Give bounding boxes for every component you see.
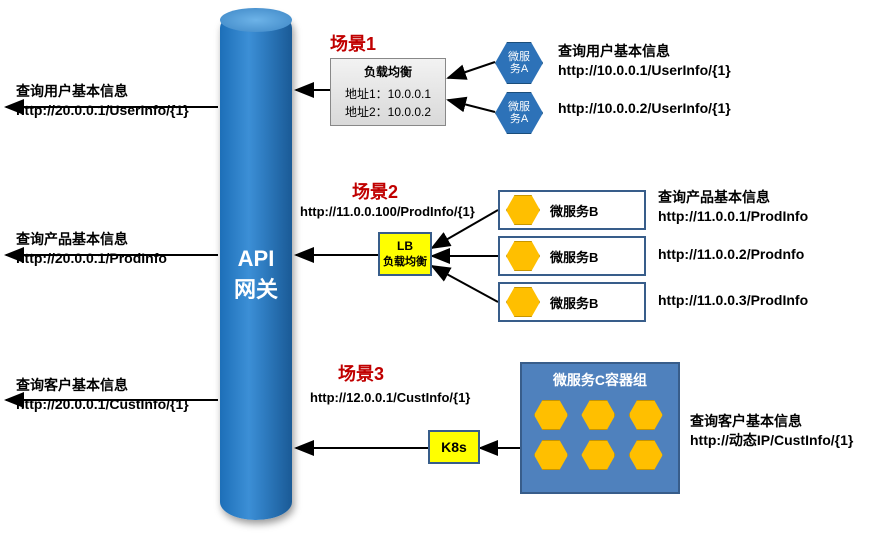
- scenario3-right-desc: 查询客户基本信息: [690, 412, 853, 431]
- ext-customer-desc: 查询客户基本信息: [16, 376, 189, 395]
- scenario3-container-grid: [522, 390, 678, 482]
- scenario2-right: 查询产品基本信息 http://11.0.0.1/ProdInfo: [658, 188, 808, 226]
- ext-user-url: http://20.0.0.1/UserInfo/{1}: [16, 101, 189, 120]
- scenario1-title: 场景1: [330, 30, 376, 56]
- gateway-label-line2: 网关: [220, 272, 292, 304]
- hex-icon: [534, 440, 568, 470]
- hex-icon: [506, 287, 540, 317]
- scenario1-lb-title: 负载均衡: [337, 63, 439, 81]
- scenario1-lb-box: 负载均衡 地址1：10.0.0.1 地址2：10.0.0.2: [330, 58, 446, 126]
- hex-icon: [629, 400, 663, 430]
- scenario2-title: 场景2: [352, 178, 398, 204]
- hex-icon: [581, 400, 615, 430]
- scenario2-svcB-2: 微服务B: [498, 236, 646, 276]
- scenario3-container-group: 微服务C容器组: [520, 362, 680, 494]
- scenario2-right-url1: http://11.0.0.1/ProdInfo: [658, 207, 808, 226]
- scenario2-mid-url: http://11.0.0.100/ProdInfo/{1}: [300, 204, 475, 219]
- scenario1-lb-addr1: 地址1：10.0.0.1: [337, 85, 439, 103]
- ext-product-desc: 查询产品基本信息: [16, 230, 167, 249]
- scenario1-lb-addr2: 地址2：10.0.0.2: [337, 103, 439, 121]
- scenario3-right: 查询客户基本信息 http://动态IP/CustInfo/{1}: [690, 412, 853, 450]
- scenario2-right-url2: http://11.0.0.2/Prodnfo: [658, 246, 804, 262]
- scenario1-right-desc: 查询用户基本信息: [558, 42, 731, 61]
- scenario2-lb: LB 负载均衡: [378, 232, 432, 276]
- hex-icon: [629, 440, 663, 470]
- scenario2-svcB-1: 微服务B: [498, 190, 646, 230]
- scenario2-lb-line1: LB: [397, 239, 413, 253]
- scenario3-title: 场景3: [338, 360, 384, 386]
- hex-icon: [581, 440, 615, 470]
- gateway-label-line1: API: [220, 246, 292, 272]
- ext-user-desc: 查询用户基本信息: [16, 82, 189, 101]
- ext-product-block: 查询产品基本信息 http://20.0.0.1/ProdInfo: [16, 230, 167, 268]
- scenario3-k8s: K8s: [428, 430, 480, 464]
- scenario2-svcB-3: 微服务B: [498, 282, 646, 322]
- hex-icon: [534, 400, 568, 430]
- scenario2-right-url3: http://11.0.0.3/ProdInfo: [658, 292, 808, 308]
- scenario3-right-url: http://动态IP/CustInfo/{1}: [690, 431, 853, 450]
- scenario3-mid-url: http://12.0.0.1/CustInfo/{1}: [310, 390, 470, 405]
- scenario2-lb-line2: 负载均衡: [383, 253, 427, 269]
- scenario3-container-title: 微服务C容器组: [522, 370, 678, 390]
- gateway-label: API 网关: [220, 246, 292, 304]
- scenario1-right-block: 查询用户基本信息 http://10.0.0.1/UserInfo/{1}: [558, 42, 731, 80]
- scenario1-svcA-2: 微服务A: [495, 92, 543, 134]
- hex-icon: [506, 241, 540, 271]
- ext-product-url: http://20.0.0.1/ProdInfo: [16, 249, 167, 268]
- hex-icon: [506, 195, 540, 225]
- ext-customer-block: 查询客户基本信息 http://20.0.0.1/CustInfo/{1}: [16, 376, 189, 414]
- scenario1-svcA-1: 微服务A: [495, 42, 543, 84]
- ext-customer-url: http://20.0.0.1/CustInfo/{1}: [16, 395, 189, 414]
- scenario1-right-url1: http://10.0.0.1/UserInfo/{1}: [558, 61, 731, 80]
- ext-user-block: 查询用户基本信息 http://20.0.0.1/UserInfo/{1}: [16, 82, 189, 120]
- scenario1-right-url2: http://10.0.0.2/UserInfo/{1}: [558, 100, 731, 116]
- scenario2-right-desc: 查询产品基本信息: [658, 188, 808, 207]
